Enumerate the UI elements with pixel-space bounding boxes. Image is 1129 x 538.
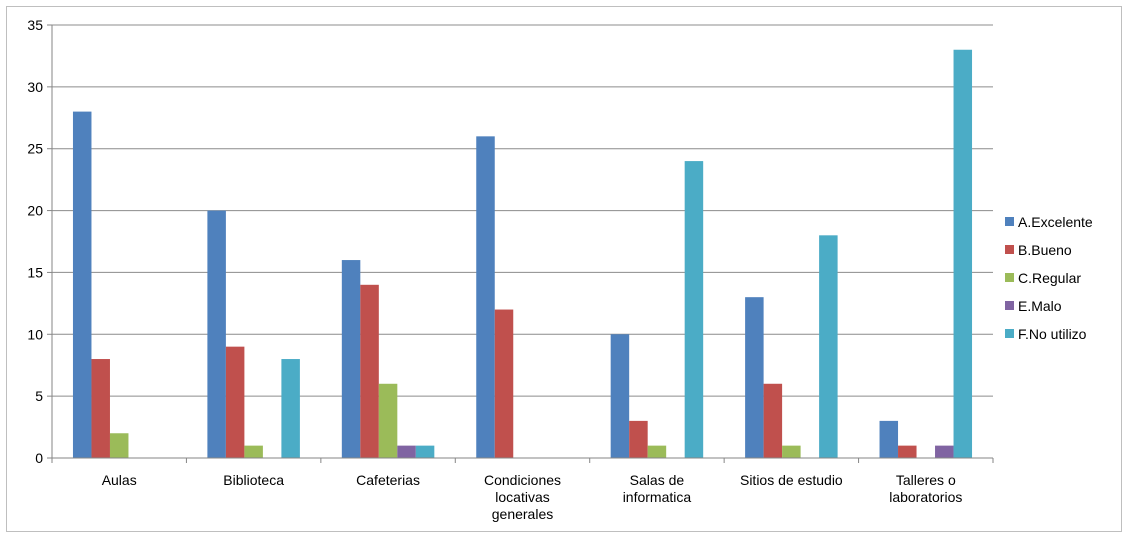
bar-c-regular-4 xyxy=(647,445,667,458)
bar-b-bueno-1 xyxy=(225,346,245,458)
y-tick-label: 15 xyxy=(27,264,43,280)
x-category-label: Cafeterias xyxy=(356,472,420,488)
bar-f-no-utilizo-4 xyxy=(684,161,704,459)
chart-frame xyxy=(6,6,1122,532)
bar-b-bueno-0 xyxy=(91,359,110,458)
bar-f-no-utilizo-2 xyxy=(415,445,435,458)
bar-c-regular-2 xyxy=(378,383,398,458)
legend-label: E.Malo xyxy=(1018,298,1062,314)
x-category-label: generales xyxy=(492,506,554,522)
legend-label: A.Excelente xyxy=(1018,214,1093,230)
bar-b-bueno-5 xyxy=(763,383,783,458)
y-tick-label: 20 xyxy=(27,203,43,219)
x-category-label: locativas xyxy=(495,489,549,505)
bar-e-malo-6 xyxy=(935,445,954,458)
bar-a-excelente-6 xyxy=(879,420,899,458)
bar-b-bueno-2 xyxy=(360,284,379,458)
axes xyxy=(47,24,994,463)
bar-a-excelente-1 xyxy=(207,210,226,458)
x-category-label: Sitios de estudio xyxy=(740,472,843,488)
y-tick-label: 0 xyxy=(35,450,43,466)
bar-a-excelente-4 xyxy=(610,334,630,458)
y-tick-label: 25 xyxy=(27,141,43,157)
bar-c-regular-1 xyxy=(244,445,263,458)
x-category-label: Talleres o xyxy=(896,472,956,488)
y-tick-label: 30 xyxy=(27,79,43,95)
bar-a-excelente-2 xyxy=(341,260,361,458)
bar-b-bueno-3 xyxy=(494,309,514,458)
bar-b-bueno-4 xyxy=(629,420,648,458)
bar-a-excelente-3 xyxy=(476,136,495,459)
bar-e-malo-2 xyxy=(397,445,416,458)
legend-label: F.No utilizo xyxy=(1018,326,1087,342)
legend-label: C.Regular xyxy=(1018,270,1081,286)
legend-swatch xyxy=(1005,329,1014,338)
x-category-label: informatica xyxy=(623,489,692,505)
bar-f-no-utilizo-1 xyxy=(281,359,300,458)
legend-swatch xyxy=(1005,301,1014,310)
x-category-label: Salas de xyxy=(630,472,685,488)
bar-f-no-utilizo-5 xyxy=(819,235,838,458)
legend-label: B.Bueno xyxy=(1018,242,1072,258)
y-tick-labels: 0 5 10 15 20 25 30 35 xyxy=(27,17,43,466)
bar-a-excelente-5 xyxy=(745,297,764,458)
y-tick-label: 10 xyxy=(27,326,43,342)
x-category-label: Biblioteca xyxy=(223,472,284,488)
bar-a-excelente-0 xyxy=(72,111,92,458)
x-category-label: Aulas xyxy=(102,472,137,488)
bar-c-regular-5 xyxy=(782,445,801,458)
x-category-label: Condiciones xyxy=(484,472,561,488)
legend-swatch xyxy=(1005,245,1014,254)
x-category-label: laboratorios xyxy=(889,489,962,505)
y-tick-label: 5 xyxy=(35,388,43,404)
y-tick-label: 35 xyxy=(27,17,43,33)
gridlines xyxy=(52,24,993,397)
legend: A.Excelente B.Bueno C.Regular E.Malo F.No ut… xyxy=(1005,214,1093,342)
bars xyxy=(72,49,973,459)
x-category-labels: Aulas Biblioteca Cafeterias Condicionesloca… xyxy=(102,472,963,522)
bar-c-regular-0 xyxy=(109,433,129,458)
bar-b-bueno-6 xyxy=(898,445,917,458)
legend-swatch xyxy=(1005,217,1014,226)
bar-f-no-utilizo-6 xyxy=(953,49,973,458)
legend-swatch xyxy=(1005,273,1014,282)
